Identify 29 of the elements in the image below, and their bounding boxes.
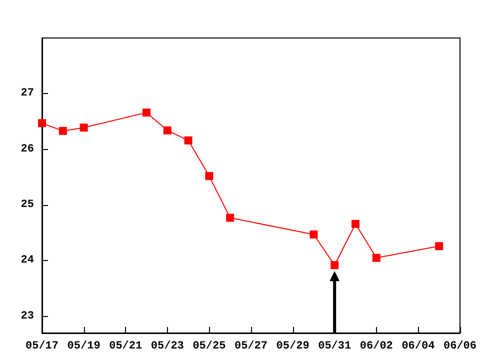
x-tick-label: 05/23	[150, 340, 184, 352]
x-tick-label: 06/02	[360, 340, 393, 352]
point	[205, 172, 214, 180]
x-tick-label: 06/04	[402, 340, 436, 352]
point	[435, 242, 444, 250]
x-tick-label: 05/17	[25, 340, 59, 352]
x-tick-label: 05/27	[234, 340, 268, 352]
point	[80, 124, 88, 132]
x-tick-label: 05/19	[67, 340, 100, 352]
x-tick-label: 06/06	[443, 340, 477, 352]
x-tick-label: 05/29	[276, 340, 310, 352]
y-tick-label: 24	[20, 254, 34, 267]
point	[142, 108, 150, 117]
y-tick-label: 23	[20, 310, 34, 322]
point	[226, 214, 234, 222]
y-tick-label: 26	[20, 143, 34, 156]
point	[330, 261, 339, 270]
point	[58, 126, 67, 135]
point	[352, 220, 360, 228]
point	[38, 119, 46, 128]
y-tick-label: 27	[20, 88, 34, 100]
point	[163, 126, 172, 134]
x-tick-label: 05/31	[318, 340, 352, 352]
point	[372, 254, 380, 262]
x-tick-label: 05/25	[192, 340, 226, 352]
x-tick-label: 05/21	[109, 340, 142, 352]
y-tick-label: 25	[20, 198, 34, 211]
point	[184, 136, 192, 144]
point	[310, 230, 318, 238]
